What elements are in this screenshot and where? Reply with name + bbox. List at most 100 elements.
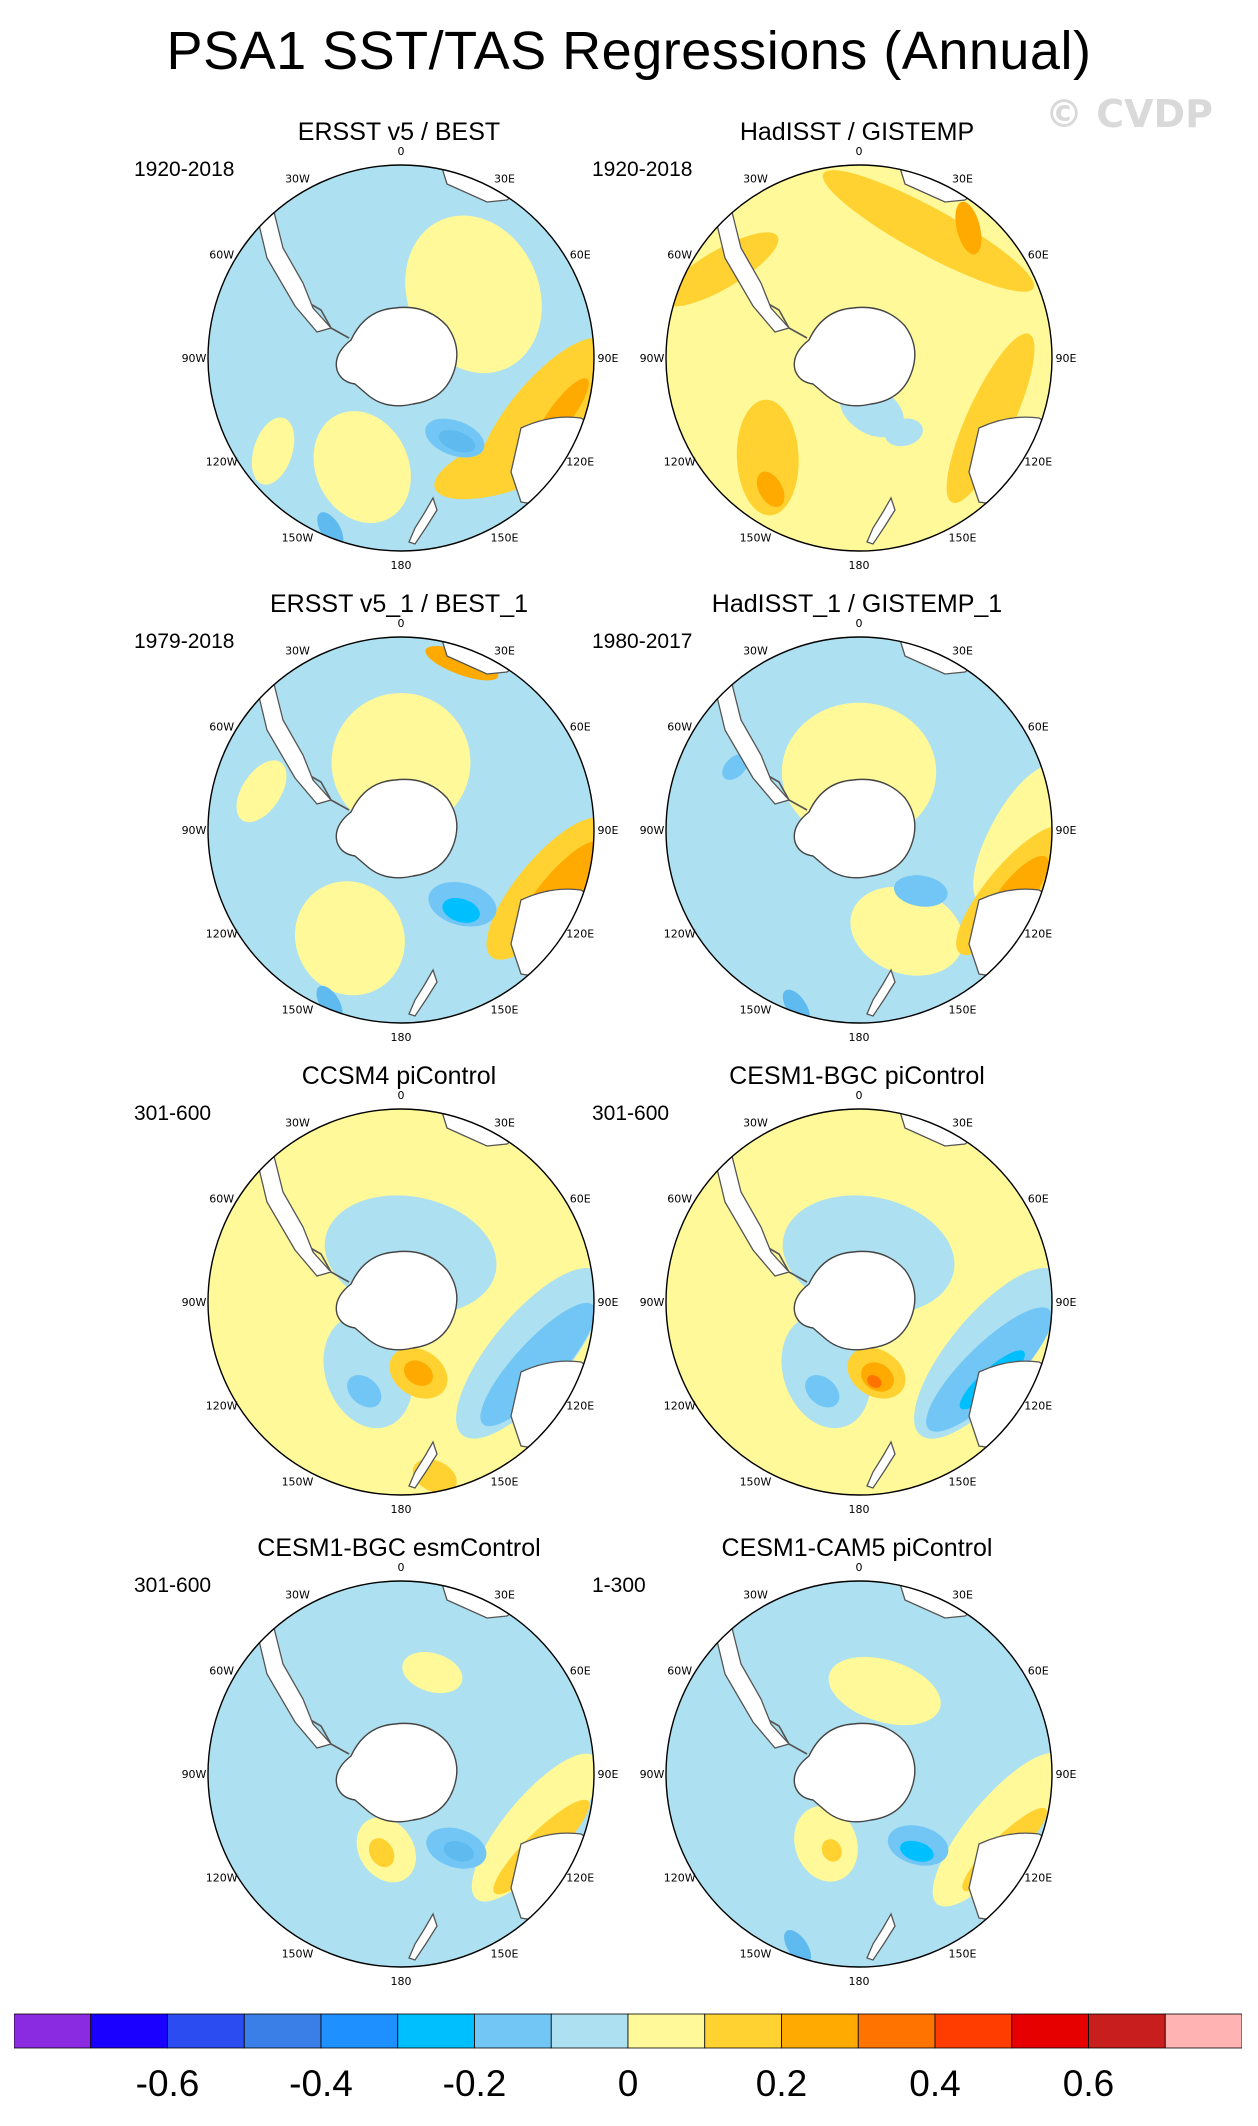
colorbar-segment [1088,2013,1166,2049]
field-anomaly [932,1752,1052,1907]
longitude-label: 60W [209,721,234,734]
longitude-label: 120E [1024,1400,1052,1413]
field-anomaly [403,1360,433,1386]
longitude-label: 60E [1028,1665,1049,1678]
polar-map: 0 30E 60E 90E 120E 150E 180 150W 120W 90W 60W 30W [640,617,1077,1044]
field-anomaly [480,1302,594,1427]
panel-title: CESM1-CAM5 piControl [721,1534,993,1562]
field-anomaly [955,201,982,255]
longitude-label: 120E [566,1400,594,1413]
field-anomaly [784,1930,812,1964]
south-america-coast [707,1602,791,1749]
polar-map: 0 30E 60E 90E 120E 150E 180 150W 120W 90W 60W 30W [640,145,1077,572]
longitude-label: 150E [491,1003,519,1016]
figure-title: PSA1 SST/TAS Regressions (Annual) [166,21,1092,81]
australia-coast [968,1832,1052,1925]
colorbar-tick-label: 0.6 [1062,2063,1115,2104]
longitude-label: 60W [667,249,692,262]
panel-title: CCSM4 piControl [301,1062,497,1090]
field-anomaly [850,886,964,976]
longitude-label: 60W [667,1665,692,1678]
map-border [207,1108,595,1496]
longitude-label: 180 [849,1031,870,1044]
panel-period: 1-300 [592,1574,646,1597]
longitude-label: 60W [209,1665,234,1678]
field-anomaly [821,1839,842,1862]
colorbar-segment [781,2013,859,2049]
longitude-label: 90E [1056,1296,1077,1309]
field-anomaly [805,1375,840,1408]
longitude-label: 30W [285,1117,310,1130]
longitude-label: 90W [182,1296,207,1309]
polar-map: 0 30E 60E 90E 120E 150E 180 150W 120W 90W 60W 30W [182,1561,619,1988]
antarctica-landmass [335,306,458,407]
field-anomaly [828,1656,941,1726]
colorbar-segment [167,2013,245,2049]
longitude-label: 0 [398,1089,405,1102]
new-zealand-coast [866,1912,896,1961]
antarctic-peninsula [306,773,350,811]
longitude-label: 90E [1056,352,1077,365]
antarctica-landmass [335,778,458,879]
antarctica-landmass [793,1722,916,1823]
map-panel: 0 30E 60E 90E 120E 150E 180 150W 120W 90W 60W 30W CE… [129,1534,669,2004]
field-anomaly [402,1652,463,1694]
longitude-label: 180 [849,1975,870,1988]
antarctic-peninsula [764,1245,808,1283]
field-anomaly [443,1841,474,1862]
south-america-coast [249,186,333,333]
longitude-label: 30E [494,173,515,186]
longitude-label: 150E [949,1947,977,1960]
longitude-label: 150W [282,531,314,544]
longitude-label: 120W [664,1400,696,1413]
longitude-label: 90W [182,352,207,365]
antarctica-landmass [793,306,916,407]
australia-coast [968,416,1052,509]
field-anomaly [867,1375,882,1389]
antarctica-landmass [335,1250,458,1351]
longitude-label: 60E [570,1665,591,1678]
longitude-label: 90W [182,1768,207,1781]
new-zealand-coast [866,968,896,1017]
longitude-label: 150W [282,1947,314,1960]
longitude-label: 60E [1028,249,1049,262]
antarctica-landmass [793,1250,916,1351]
map-border [207,164,595,552]
field-anomaly [368,1838,395,1868]
colorbar-segment [704,2013,782,2049]
field-anomaly [666,232,779,307]
polar-map: 0 30E 60E 90E 120E 150E 180 150W 120W 90W 60W 30W [640,1561,1077,1988]
map-border [665,636,1053,1024]
longitude-label: 0 [856,145,863,158]
longitude-label: 120W [664,1872,696,1885]
south-america-coast [707,1130,791,1277]
longitude-label: 30E [494,1117,515,1130]
panel-period: 1979-2018 [134,630,235,653]
longitude-label: 150W [282,1003,314,1016]
longitude-label: 60W [209,1193,234,1206]
colorbar-segment [320,2013,399,2049]
longitude-label: 180 [391,1031,412,1044]
panel-period: 1920-2018 [592,158,693,181]
longitude-label: 90E [598,824,619,837]
map-panel: 0 30E 60E 90E 120E 150E 180 150W 120W 90W 60W 30W CC… [129,1062,669,1532]
longitude-label: 0 [856,1561,863,1574]
colorbar-segment [934,2013,1013,2049]
field-anomaly [438,430,476,453]
longitude-label: 90W [640,1768,665,1781]
longitude-label: 60W [209,249,234,262]
panel-title: ERSST v5_1 / BEST_1 [270,590,528,618]
longitude-label: 150W [282,1475,314,1488]
longitude-label: 30W [285,645,310,658]
field-anomaly [900,1840,934,1862]
colorbar-segment [243,2013,322,2049]
new-zealand-coast [408,496,438,545]
longitude-label: 30W [743,173,768,186]
colorbar-tick-label: -0.6 [135,2063,200,2104]
longitude-label: 30E [952,1589,973,1602]
longitude-label: 150W [740,1003,772,1016]
longitude-label: 180 [391,559,412,572]
longitude-label: 0 [856,1089,863,1102]
field-anomaly [294,881,405,996]
longitude-label: 30W [285,1589,310,1602]
